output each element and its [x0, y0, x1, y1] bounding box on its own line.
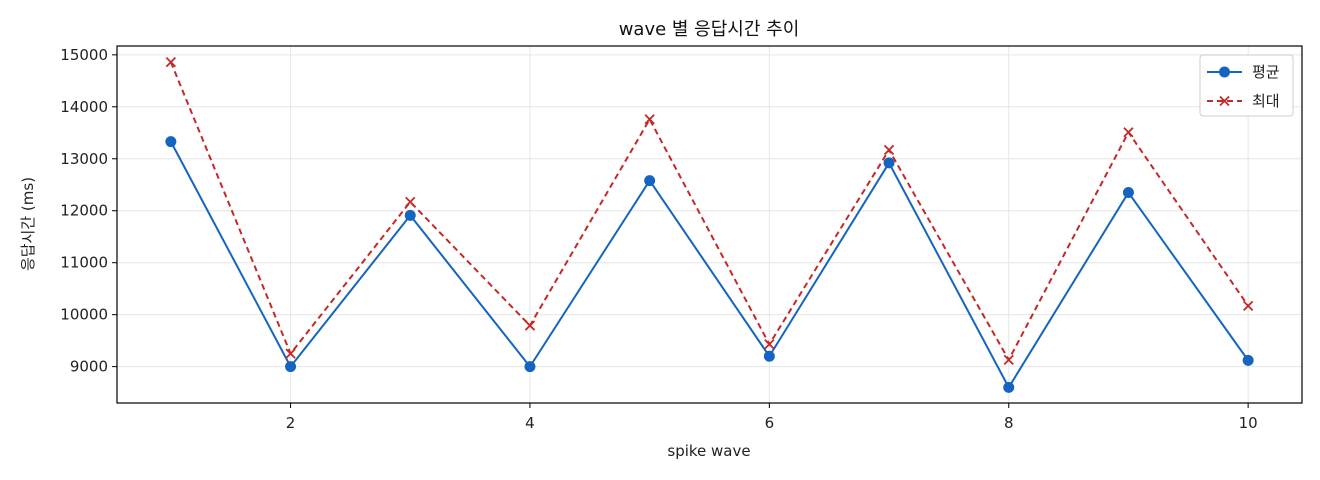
x-tick-label: 4	[525, 414, 535, 432]
x-tick-label: 8	[1004, 414, 1014, 432]
data-point	[1243, 300, 1254, 311]
x-tick-label: 2	[286, 414, 296, 432]
series-1	[165, 136, 1254, 393]
y-axis-ticks: 9000 10000 11000 12000 13000 14000 15000	[60, 46, 117, 376]
data-point	[763, 350, 775, 362]
plot-area-frame	[116, 45, 1303, 404]
data-point	[524, 361, 536, 373]
data-point	[165, 56, 177, 68]
legend-marker	[1219, 66, 1230, 78]
x-axis-ticks: 2 4 6 8 10	[286, 403, 1258, 432]
chart-title: wave 별 응답시간 추이	[619, 19, 800, 40]
data-point	[1242, 354, 1254, 366]
x-axis-title: spike wave	[667, 442, 750, 460]
data-point	[524, 320, 536, 331]
y-tick-label: 13000	[60, 150, 108, 168]
grid	[117, 46, 1302, 403]
data-point	[644, 114, 655, 125]
y-axis-title: 응답시간 (ms)	[19, 177, 37, 271]
data-point	[764, 339, 775, 350]
series-line	[169, 61, 1249, 361]
y-tick-label: 14000	[60, 98, 108, 116]
data-point	[883, 144, 895, 156]
legend-label: 최대	[1252, 92, 1280, 110]
y-tick-label: 9000	[70, 358, 108, 376]
series-line	[169, 141, 1249, 389]
data-point	[883, 157, 895, 169]
legend-entry: 평균	[1207, 63, 1280, 81]
data-point	[404, 209, 416, 221]
data-point	[1123, 127, 1134, 138]
y-tick-label: 11000	[60, 254, 108, 272]
series-layer	[165, 56, 1254, 393]
series-2	[165, 56, 1254, 366]
data-point	[165, 136, 177, 148]
data-point	[405, 196, 416, 208]
data-point	[285, 361, 297, 373]
y-tick-label: 12000	[60, 202, 108, 220]
data-point	[1003, 354, 1014, 366]
data-point	[1122, 187, 1134, 199]
x-tick-label: 10	[1239, 414, 1258, 432]
legend-marker	[1219, 95, 1230, 107]
data-point	[285, 348, 296, 359]
data-point	[644, 175, 656, 187]
legend-label: 평균	[1252, 63, 1280, 81]
y-tick-label: 10000	[60, 306, 108, 324]
data-point	[1003, 381, 1015, 393]
y-tick-label: 15000	[60, 46, 108, 64]
legend-entry: 최대	[1207, 92, 1280, 110]
x-tick-label: 6	[765, 414, 775, 432]
